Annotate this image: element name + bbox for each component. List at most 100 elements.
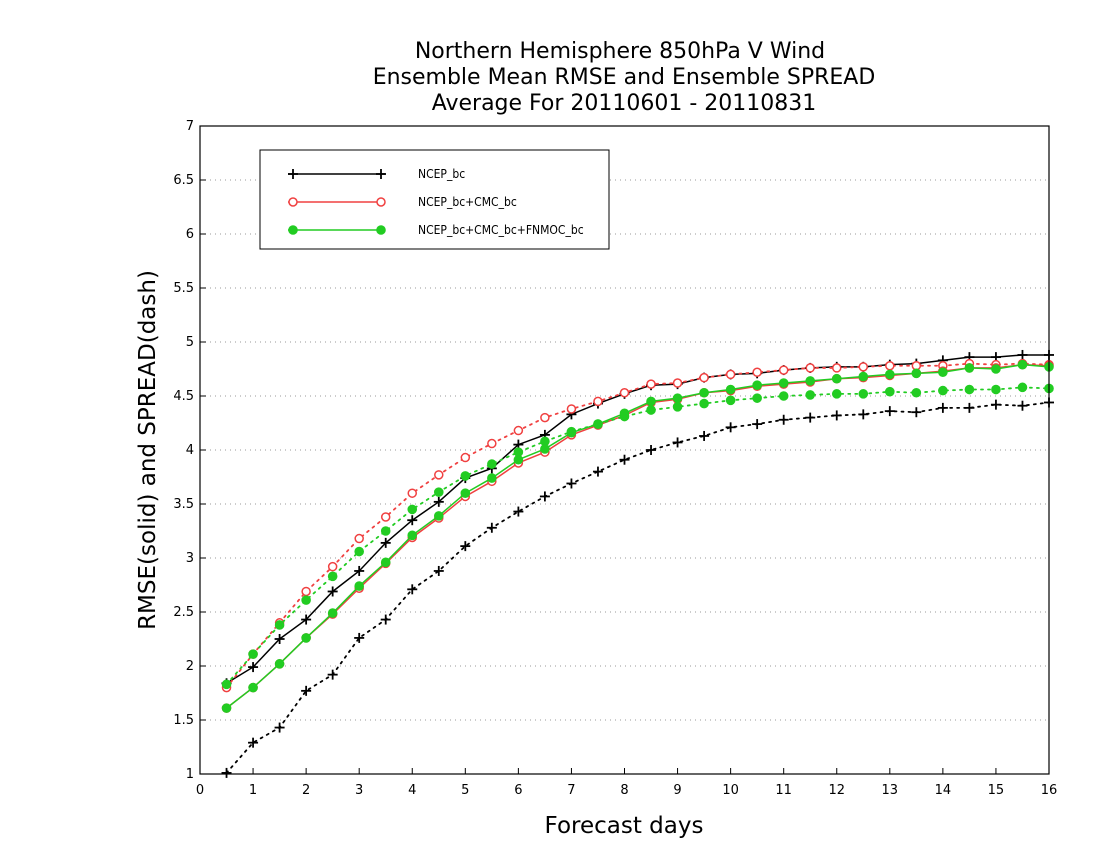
y-tick-label: 4 bbox=[186, 443, 194, 458]
x-tick-label: 9 bbox=[673, 783, 681, 798]
x-tick-label: 10 bbox=[722, 783, 739, 798]
legend: NCEP_bc NCEP_bc+CMC_bc NCEP_bc+CMC_bc+FNMO… bbox=[259, 149, 610, 250]
x-tick-label: 14 bbox=[935, 783, 952, 798]
spread-point bbox=[513, 506, 524, 517]
y-tick-label: 3 bbox=[186, 551, 194, 566]
spread-point bbox=[884, 406, 895, 417]
spread-point bbox=[964, 384, 975, 395]
y-axis-ticks: 1 1.5 2 2.5 3 3.5 4 4.5 5 5.5 6 6.5 7 bbox=[173, 119, 206, 782]
legend-marker bbox=[376, 197, 386, 207]
rmse-point bbox=[274, 634, 285, 644]
spread-point bbox=[327, 669, 338, 680]
spread-point bbox=[778, 391, 789, 401]
spread-point bbox=[991, 384, 1001, 395]
y-tick-label: 3.5 bbox=[173, 497, 194, 512]
x-tick-label: 0 bbox=[196, 783, 204, 798]
rmse-point bbox=[778, 378, 789, 388]
rmse-point bbox=[593, 419, 603, 429]
spread-point bbox=[858, 362, 869, 372]
spread-point bbox=[858, 389, 869, 399]
spread-point bbox=[646, 379, 656, 389]
rmse-point bbox=[407, 530, 418, 541]
spread-point bbox=[380, 526, 391, 536]
rmse-point bbox=[301, 633, 311, 643]
series-1-rmse-line bbox=[226, 363, 1050, 709]
spread-point bbox=[434, 470, 444, 480]
spread-point bbox=[672, 437, 683, 448]
spread-point bbox=[593, 396, 603, 407]
y-tick-label: 6.5 bbox=[173, 173, 194, 188]
spread-point bbox=[885, 361, 895, 371]
x-tick-label: 5 bbox=[461, 783, 469, 798]
rmse-point bbox=[964, 363, 975, 373]
x-tick-label: 11 bbox=[775, 783, 792, 798]
series-0-spread-line bbox=[225, 401, 1050, 774]
spread-point bbox=[248, 649, 258, 659]
legend-label: NCEP_bc+CMC_bc bbox=[418, 195, 517, 209]
x-axis-label: Forecast days bbox=[545, 813, 704, 839]
y-tick-label: 6 bbox=[186, 227, 194, 242]
spread-point bbox=[911, 407, 922, 418]
spread-point bbox=[699, 430, 710, 441]
rmse-point bbox=[619, 408, 630, 419]
spread-point bbox=[380, 614, 391, 625]
title-line-2: Ensemble Mean RMSE and Ensemble SPREAD bbox=[373, 65, 876, 90]
legend-marker bbox=[288, 169, 298, 179]
rmse-point bbox=[646, 396, 656, 407]
rmse-point bbox=[407, 515, 418, 526]
spread-point bbox=[407, 504, 418, 515]
spread-point bbox=[725, 422, 736, 433]
rmse-point bbox=[327, 608, 338, 618]
legend-label: NCEP_bc+CMC_bc+FNMOC_bc bbox=[418, 223, 584, 237]
y-tick-label: 4.5 bbox=[173, 389, 194, 404]
rmse-point bbox=[487, 473, 497, 483]
spread-point bbox=[301, 586, 311, 597]
x-tick-label: 16 bbox=[1041, 783, 1058, 798]
spread-point bbox=[301, 595, 311, 605]
spread-point bbox=[778, 414, 789, 425]
rmse-point bbox=[831, 373, 842, 384]
spread-point bbox=[1017, 400, 1028, 411]
spread-point bbox=[911, 387, 922, 398]
rmse-point bbox=[433, 496, 444, 507]
legend-label: NCEP_bc bbox=[418, 167, 465, 181]
legend-marker bbox=[376, 225, 386, 235]
spread-point bbox=[380, 512, 391, 522]
rmse-point bbox=[380, 557, 391, 568]
legend-marker bbox=[288, 197, 298, 207]
spread-point bbox=[619, 388, 630, 398]
series-0-rmse-line bbox=[226, 354, 1049, 684]
spread-point bbox=[327, 561, 338, 572]
x-tick-label: 8 bbox=[620, 783, 628, 798]
title-line-3: Average For 20110601 - 20110831 bbox=[432, 91, 817, 116]
spread-point bbox=[274, 620, 285, 630]
plot-frame bbox=[199, 125, 1050, 775]
spread-point bbox=[937, 402, 948, 413]
spread-point bbox=[938, 385, 948, 396]
spread-point bbox=[672, 378, 683, 388]
rmse-point bbox=[858, 371, 869, 382]
rmse-point bbox=[301, 614, 312, 625]
rmse-point bbox=[354, 565, 365, 576]
rmse-point bbox=[248, 662, 259, 673]
spread-point bbox=[433, 487, 444, 497]
spread-point bbox=[460, 452, 471, 463]
spread-point bbox=[592, 466, 603, 477]
series-2 bbox=[221, 359, 1054, 713]
x-tick-label: 7 bbox=[567, 783, 575, 798]
spread-point bbox=[725, 369, 736, 380]
rmse-point bbox=[1017, 349, 1028, 360]
y-tick-label: 1.5 bbox=[173, 713, 194, 728]
rmse-point bbox=[248, 682, 258, 693]
y-tick-label: 1 bbox=[186, 767, 194, 782]
y-tick-label: 5.5 bbox=[173, 281, 194, 296]
series-1-spread-line bbox=[225, 362, 1050, 689]
x-tick-label: 15 bbox=[988, 783, 1005, 798]
spread-point bbox=[460, 471, 471, 481]
spread-point bbox=[725, 395, 736, 406]
rmse-point bbox=[460, 488, 471, 499]
spread-point bbox=[805, 412, 816, 423]
spread-point bbox=[805, 363, 815, 373]
x-tick-label: 1 bbox=[249, 783, 257, 798]
